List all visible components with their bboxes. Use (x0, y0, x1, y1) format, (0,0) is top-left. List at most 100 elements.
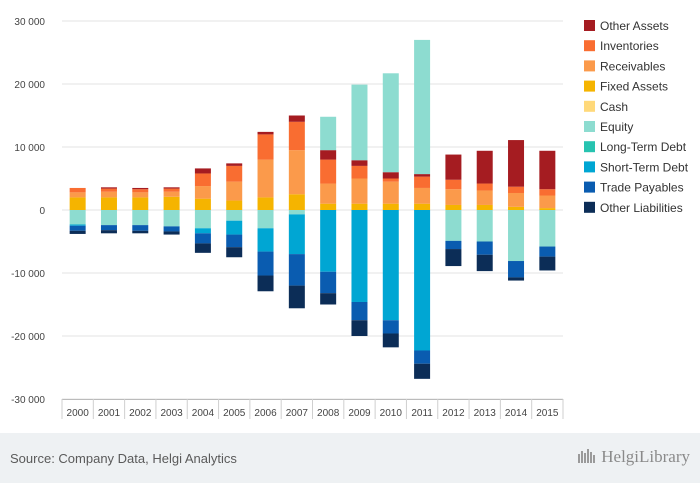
legend-swatch (584, 80, 595, 92)
helgi-library-logo: HelgiLibrary (577, 447, 690, 467)
bar-other-assets (257, 131, 274, 135)
bar-equity (100, 210, 117, 226)
bar-inventories (414, 176, 431, 188)
bar-receivables (414, 187, 431, 204)
legend-swatch (584, 201, 595, 213)
bar-fixed-assets (132, 197, 149, 210)
bar-inventories (226, 165, 243, 182)
bar-equity (69, 210, 86, 225)
bar-other-assets (445, 154, 462, 180)
bar-inventories (539, 189, 556, 196)
logo-text: HelgiLibrary (601, 447, 690, 466)
bar-receivables (508, 192, 525, 207)
x-tick-label: 2002 (129, 408, 152, 419)
bar-fixed-assets (257, 197, 274, 210)
legend-swatch (584, 141, 595, 153)
bar-other-liabilities (508, 277, 525, 281)
bar-fixed-assets (100, 197, 117, 210)
bar-other-assets (100, 187, 117, 189)
bar-other-liabilities (539, 256, 556, 271)
legend: Other Assets Inventories Receivables Fixed … (584, 19, 689, 215)
bar-receivables (226, 181, 243, 201)
bar-other-liabilities (69, 230, 86, 234)
y-tick-label: 20 000 (14, 80, 45, 91)
bar-inventories (382, 178, 399, 182)
bar-receivables (257, 159, 274, 198)
bar-other-liabilities (351, 320, 368, 336)
y-tick-label: -30 000 (11, 395, 45, 406)
bar-equity (445, 210, 462, 241)
bar-receivables (288, 150, 305, 195)
library-icon (578, 449, 596, 463)
bar-other-assets (163, 187, 180, 189)
x-tick-label: 2003 (160, 408, 183, 419)
legend-label: Other Assets (600, 19, 669, 33)
x-tick-label: 2005 (223, 408, 246, 419)
y-tick-label: 10 000 (14, 143, 45, 154)
x-tick-label: 2000 (67, 408, 90, 419)
x-tick-label: 2009 (348, 408, 371, 419)
legend-item: Cash (584, 100, 628, 114)
x-tick-label: 2010 (380, 408, 403, 419)
bar-receivables (194, 186, 211, 199)
bar-fixed-assets (194, 198, 211, 210)
bar-equity (382, 73, 399, 173)
legend-item: Long-Term Debt (584, 140, 687, 154)
legend-item: Fixed Assets (584, 80, 668, 94)
bar-other-liabilities (100, 230, 117, 234)
bar-other-assets (132, 187, 149, 190)
bar-inventories (508, 186, 525, 193)
bar-short-term-debt (320, 210, 337, 272)
bar-fixed-assets (163, 196, 180, 210)
bar-receivables (163, 191, 180, 197)
bar-fixed-assets (476, 204, 493, 210)
bar-other-liabilities (476, 254, 493, 272)
bar-trade-payables (69, 225, 86, 231)
legend-swatch (584, 20, 595, 31)
bar-other-liabilities (226, 247, 243, 258)
bar-inventories (445, 179, 462, 190)
bar-equity (476, 210, 493, 242)
bar-inventories (476, 183, 493, 191)
bar-receivables (100, 191, 117, 198)
footer: Source: Company Data, Helgi Analytics He… (0, 433, 700, 483)
bar-fixed-assets (69, 197, 86, 210)
x-tick-label: 2006 (254, 408, 277, 419)
bar-other-liabilities (163, 231, 180, 235)
bar-receivables (320, 183, 337, 204)
bar-trade-payables (194, 233, 211, 244)
balance-sheet-chart: 30 000 20 000 10 000 0 -10 000 -20 000 -30 000… (11, 17, 689, 419)
bar-trade-payables (163, 226, 180, 232)
bar-other-assets (320, 150, 337, 160)
legend-label: Short-Term Debt (600, 160, 689, 174)
source-text: Source: Company Data, Helgi Analytics (10, 451, 237, 466)
bar-fixed-assets (445, 204, 462, 210)
bar-other-assets (414, 174, 431, 177)
legend-label: Long-Term Debt (600, 140, 687, 154)
bar-short-term-debt (414, 210, 431, 351)
bar-other-liabilities (257, 275, 274, 292)
bar-trade-payables (257, 251, 274, 276)
legend-swatch (584, 60, 595, 72)
bar-inventories (163, 188, 180, 192)
bar-equity (194, 210, 211, 229)
bar-receivables (351, 178, 368, 204)
x-tick-label: 2015 (536, 408, 559, 419)
bar-equity (539, 210, 556, 247)
bar-equity (288, 210, 305, 215)
legend-item: Inventories (584, 39, 659, 53)
y-tick-label: -20 000 (11, 332, 45, 343)
bar-other-assets (476, 150, 493, 184)
bar-short-term-debt (257, 228, 274, 252)
bar-receivables (69, 192, 86, 198)
x-tick-label: 2007 (286, 408, 309, 419)
x-tick-label: 2014 (505, 408, 528, 419)
bar-inventories (351, 165, 368, 179)
bar-fixed-assets (288, 194, 305, 210)
y-axis-ticks: 30 000 20 000 10 000 0 -10 000 -20 000 -30 000 (11, 17, 45, 406)
bar-trade-payables (414, 350, 431, 364)
y-tick-label: 0 (39, 206, 45, 217)
legend-label: Inventories (600, 39, 659, 53)
legend-label: Fixed Assets (600, 80, 668, 94)
legend-swatch (584, 40, 595, 52)
